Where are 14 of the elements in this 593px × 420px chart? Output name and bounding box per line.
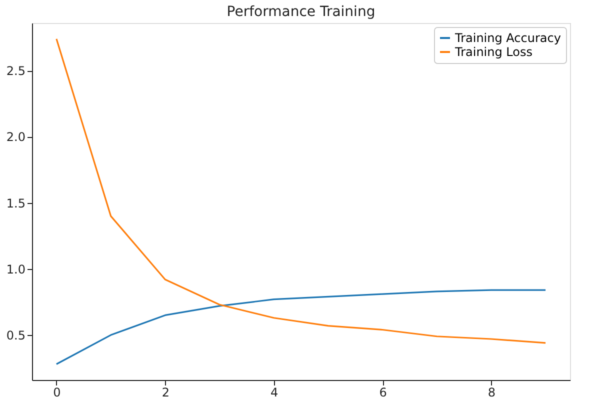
legend-label: Training Loss <box>454 45 532 59</box>
x-tick-label: 0 <box>53 386 61 400</box>
x-tick-label: 6 <box>379 386 387 400</box>
y-tick-label: 2.5 <box>6 64 26 78</box>
y-tick-label: 1.0 <box>6 262 26 276</box>
y-tick-label: 1.5 <box>6 196 26 210</box>
line-series <box>56 289 546 365</box>
x-tick-label: 4 <box>270 386 278 400</box>
y-tick-label: 2.0 <box>6 130 26 144</box>
x-tick-label: 8 <box>488 386 496 400</box>
legend-label: Training Accuracy <box>454 31 561 45</box>
chart-title: Performance Training <box>226 4 376 20</box>
y-tick-label: 0.5 <box>6 328 26 343</box>
x-tick-label: 2 <box>162 386 170 400</box>
